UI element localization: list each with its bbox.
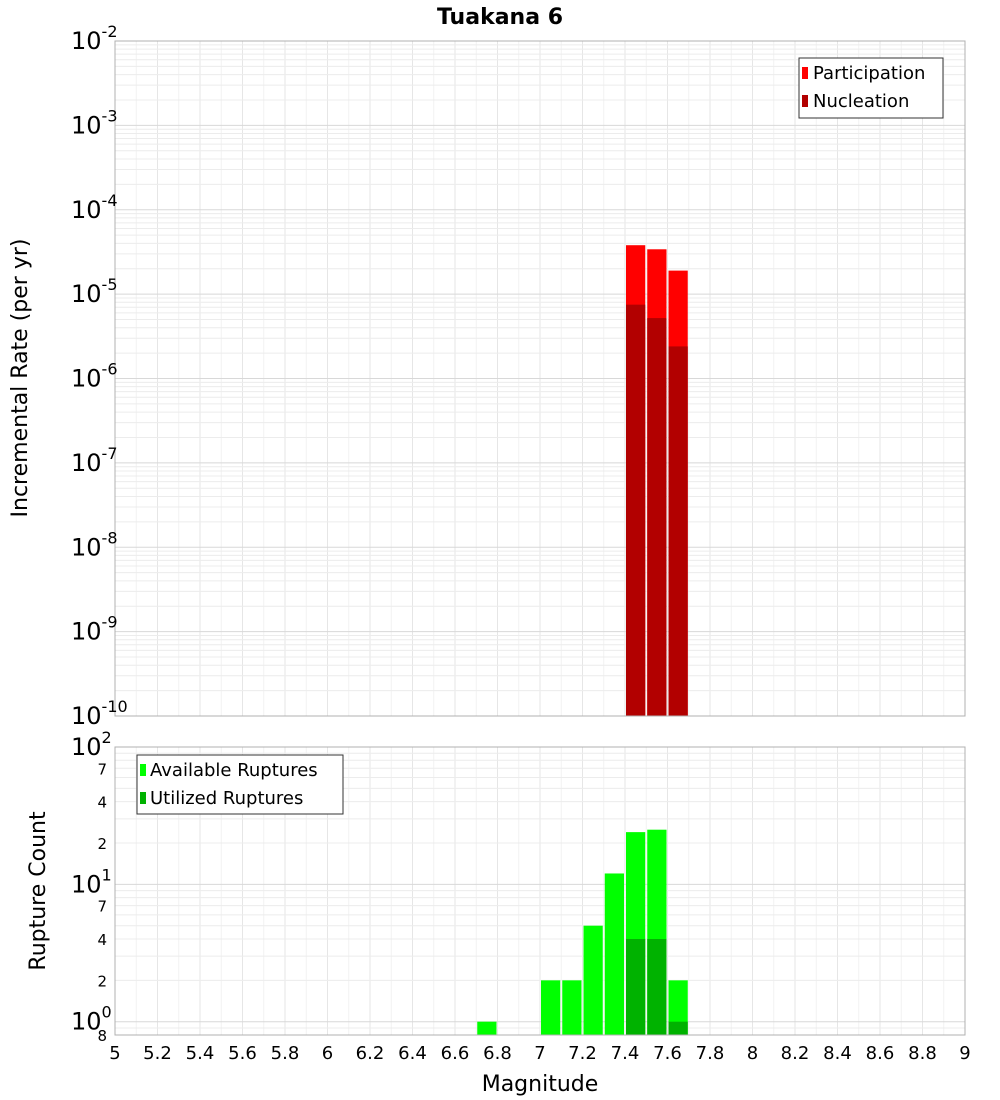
nucleation-bar[interactable]	[626, 304, 646, 716]
rate-panel: 10-2 10-3 10-4 10-5 10-6 10-7 10-8 10-9 10-10 In…	[8, 22, 966, 730]
count-y-tick-label: 4	[97, 794, 107, 812]
rate-y-tick-label: 10-2	[71, 22, 118, 55]
x-tick-label: 8.6	[866, 1043, 895, 1064]
x-axis-label: Magnitude	[482, 1072, 599, 1097]
x-tick-label: 7.8	[696, 1043, 725, 1064]
available-ruptures-bar[interactable]	[668, 980, 688, 1035]
nucleation-legend-label: Nucleation	[813, 91, 909, 112]
count-y-tick-label: 7	[97, 898, 107, 916]
x-tick-label: 5.4	[186, 1043, 215, 1064]
available-ruptures-legend-swatch	[140, 764, 146, 776]
utilized-ruptures-legend-label: Utilized Ruptures	[150, 788, 303, 809]
rate-y-tick-label: 10-5	[71, 275, 118, 308]
count-y-tick-label: 8	[97, 1027, 107, 1045]
chart-title: Tuakana 6	[437, 5, 563, 30]
rate-y-tick-label: 10-9	[71, 613, 118, 646]
x-tick-label: 8.2	[781, 1043, 810, 1064]
x-tick-label: 5.8	[271, 1043, 300, 1064]
x-tick-label: 5.2	[143, 1043, 172, 1064]
utilized-ruptures-bar[interactable]	[626, 939, 646, 1035]
rate-y-axis-label: Incremental Rate (per yr)	[8, 239, 33, 518]
x-tick-label: 6.4	[398, 1043, 427, 1064]
available-ruptures-bar[interactable]	[583, 925, 603, 1035]
available-ruptures-bar[interactable]	[604, 873, 624, 1035]
participation-legend-swatch	[802, 67, 808, 79]
participation-legend-label: Participation	[813, 63, 925, 84]
utilized-ruptures-bar[interactable]	[668, 1021, 688, 1035]
available-ruptures-bar[interactable]	[562, 980, 582, 1035]
utilized-ruptures-bar[interactable]	[647, 939, 667, 1035]
count-y-tick-label: 4	[97, 931, 107, 949]
count-legend-box	[136, 754, 344, 815]
rate-y-tick-labels: 10-2 10-3 10-4 10-5 10-6 10-7 10-8 10-9 10-10	[71, 22, 128, 730]
x-tick-label: 5.6	[228, 1043, 257, 1064]
x-tick-label: 5	[109, 1043, 120, 1064]
count-y-tick-label: 2	[97, 972, 107, 990]
available-ruptures-bar[interactable]	[541, 980, 561, 1035]
nucleation-legend-swatch	[802, 95, 808, 107]
nucleation-bar[interactable]	[647, 318, 667, 716]
rate-plot-frame	[114, 40, 966, 717]
rate-y-tick-label: 10-3	[71, 106, 118, 139]
rate-bars	[626, 245, 688, 717]
x-tick-label: 6	[322, 1043, 333, 1064]
count-plot-frame	[114, 746, 966, 1036]
count-legend[interactable]: Available Ruptures Utilized Ruptures	[136, 754, 344, 815]
count-y-axis-label: Rupture Count	[26, 811, 51, 971]
rate-y-tick-label: 10-8	[71, 528, 118, 561]
nucleation-bar[interactable]	[668, 346, 688, 716]
rate-gridlines	[115, 40, 965, 717]
x-tick-label: 8.8	[908, 1043, 937, 1064]
x-tick-label: 8.4	[823, 1043, 852, 1064]
rate-y-tick-label: 10-4	[71, 191, 118, 224]
x-tick-label: 7	[534, 1043, 545, 1064]
x-tick-label: 9	[959, 1043, 970, 1064]
x-tick-labels: 5 5.2 5.4 5.6 5.8 6 6.2 6.4 6.6 6.8 7 7.2 7.4 7.6 7.8 8…	[109, 1043, 970, 1064]
x-tick-label: 7.4	[611, 1043, 640, 1064]
count-bars	[477, 829, 688, 1035]
x-tick-label: 7.6	[653, 1043, 682, 1064]
x-tick-label: 6.2	[356, 1043, 385, 1064]
rate-y-tick-label: 10-10	[71, 697, 128, 730]
rate-legend[interactable]: Participation Nucleation	[798, 57, 944, 119]
available-ruptures-bar[interactable]	[477, 1021, 497, 1035]
x-tick-label: 7.2	[568, 1043, 597, 1064]
count-y-tick-label: 101	[71, 865, 112, 898]
count-y-tick-label: 100	[71, 1003, 112, 1036]
rate-y-tick-label: 10-7	[71, 444, 118, 477]
count-y-tick-label: 7	[97, 760, 107, 778]
utilized-ruptures-legend-swatch	[140, 792, 146, 804]
count-y-tick-label: 102	[71, 728, 112, 761]
x-tick-label: 6.6	[441, 1043, 470, 1064]
available-ruptures-legend-label: Available Ruptures	[150, 760, 318, 781]
count-y-tick-label: 2	[97, 835, 107, 853]
rate-legend-box	[798, 57, 944, 119]
x-tick-label: 8	[747, 1043, 758, 1064]
rate-y-tick-label: 10-6	[71, 360, 118, 393]
x-tick-label: 6.8	[483, 1043, 512, 1064]
